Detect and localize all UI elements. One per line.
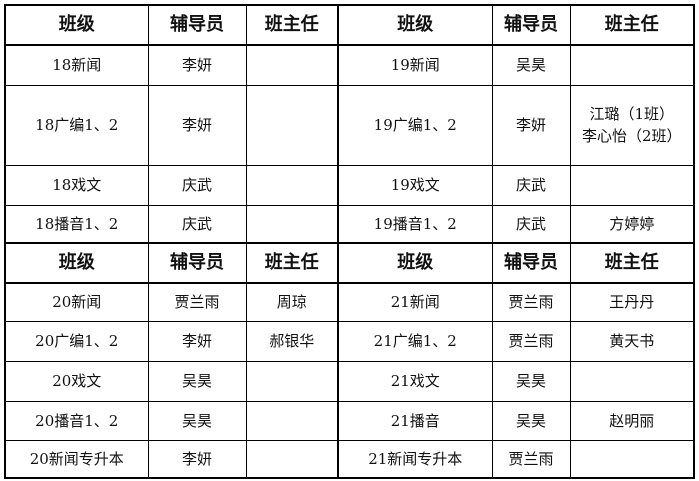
cell-head-teacher: 黄天书: [569, 320, 695, 362]
cell-counselor: 李妍: [491, 84, 571, 166]
cell-class: 19新闻: [337, 44, 493, 86]
cell-counselor: 吴昊: [491, 400, 571, 441]
table-row: 18广编1、2 李妍 19广编1、2 李妍 江璐（1班） 李心怡（2班）: [4, 84, 695, 166]
cell-counselor: 庆武: [491, 164, 571, 206]
header-head-teacher: 班主任: [569, 4, 695, 46]
table-row: 18戏文 庆武 19戏文 庆武: [4, 164, 695, 206]
header-class: 班级: [337, 242, 493, 284]
cell-counselor: 庆武: [147, 204, 247, 244]
cell-class: 21戏文: [337, 360, 493, 402]
header-class: 班级: [4, 242, 149, 284]
cell-counselor: 李妍: [147, 84, 247, 166]
cell-class: 21播音: [337, 400, 493, 441]
cell-counselor: 贾兰雨: [491, 282, 571, 322]
cell-class: 20广编1、2: [4, 320, 149, 362]
cell-class: 18广编1、2: [4, 84, 149, 166]
cell-class: 19戏文: [337, 164, 493, 206]
cell-class: 21新闻: [337, 282, 493, 322]
table-row: 20播音1、2 吴昊 21播音 吴昊 赵明丽: [4, 400, 695, 441]
cell-counselor: 吴昊: [491, 360, 571, 402]
cell-class: 18播音1、2: [4, 204, 149, 244]
cell-class: 19广编1、2: [337, 84, 493, 166]
cell-head-teacher: [245, 439, 339, 479]
table-row: 20新闻 贾兰雨 周琼 21新闻 贾兰雨 王丹丹: [4, 282, 695, 322]
header-counselor: 辅导员: [147, 242, 247, 284]
header-counselor: 辅导员: [147, 4, 247, 46]
header-class: 班级: [4, 4, 149, 46]
header-row: 班级 辅导员 班主任 班级 辅导员 班主任: [4, 242, 695, 284]
cell-counselor: 李妍: [147, 320, 247, 362]
cell-head-teacher: [245, 84, 339, 166]
cell-counselor: 庆武: [147, 164, 247, 206]
cell-head-teacher: 周琼: [245, 282, 339, 322]
table-row: 20广编1、2 李妍 郝银华 21广编1、2 贾兰雨 黄天书: [4, 320, 695, 362]
cell-counselor: 李妍: [147, 439, 247, 479]
cell-head-teacher: 赵明丽: [569, 400, 695, 441]
header-class: 班级: [337, 4, 493, 46]
cell-class: 19播音1、2: [337, 204, 493, 244]
cell-counselor: 李妍: [147, 44, 247, 86]
cell-head-teacher: [569, 44, 695, 86]
cell-class: 20新闻: [4, 282, 149, 322]
table-row: 18新闻 李妍 19新闻 吴昊: [4, 44, 695, 86]
header-counselor: 辅导员: [491, 4, 571, 46]
cell-head-teacher: 郝银华: [245, 320, 339, 362]
cell-counselor: 贾兰雨: [147, 282, 247, 322]
cell-counselor: 吴昊: [147, 400, 247, 441]
header-counselor: 辅导员: [491, 242, 571, 284]
cell-class: 18戏文: [4, 164, 149, 206]
header-head-teacher: 班主任: [245, 242, 339, 284]
cell-head-teacher: [245, 164, 339, 206]
cell-class: 21广编1、2: [337, 320, 493, 362]
cell-class: 20播音1、2: [4, 400, 149, 441]
cell-head-teacher: [569, 439, 695, 479]
table-row: 18播音1、2 庆武 19播音1、2 庆武 方婷婷: [4, 204, 695, 244]
cell-counselor: 庆武: [491, 204, 571, 244]
table-row: 20戏文 吴昊 21戏文 吴昊: [4, 360, 695, 402]
table-row: 20新闻专升本 李妍 21新闻专升本 贾兰雨: [4, 439, 695, 479]
header-head-teacher: 班主任: [569, 242, 695, 284]
cell-head-teacher: 江璐（1班） 李心怡（2班）: [569, 84, 695, 166]
cell-head-teacher: [569, 360, 695, 402]
cell-head-teacher: [245, 400, 339, 441]
header-row: 班级 辅导员 班主任 班级 辅导员 班主任: [4, 4, 695, 46]
cell-head-teacher: [245, 44, 339, 86]
cell-head-teacher: [245, 360, 339, 402]
cell-head-teacher: [245, 204, 339, 244]
cell-counselor: 贾兰雨: [491, 439, 571, 479]
cell-head-teacher: 王丹丹: [569, 282, 695, 322]
cell-counselor: 吴昊: [491, 44, 571, 86]
cell-counselor: 吴昊: [147, 360, 247, 402]
cell-class: 21新闻专升本: [337, 439, 493, 479]
cell-counselor: 贾兰雨: [491, 320, 571, 362]
cell-head-teacher: 方婷婷: [569, 204, 695, 244]
cell-head-teacher: [569, 164, 695, 206]
header-head-teacher: 班主任: [245, 4, 339, 46]
cell-class: 18新闻: [4, 44, 149, 86]
class-assignment-table: 班级 辅导员 班主任 班级 辅导员 班主任 18新闻 李妍 19新闻 吴昊 18广编1、2 李妍 19广…: [4, 4, 695, 479]
cell-class: 20戏文: [4, 360, 149, 402]
cell-class: 20新闻专升本: [4, 439, 149, 479]
